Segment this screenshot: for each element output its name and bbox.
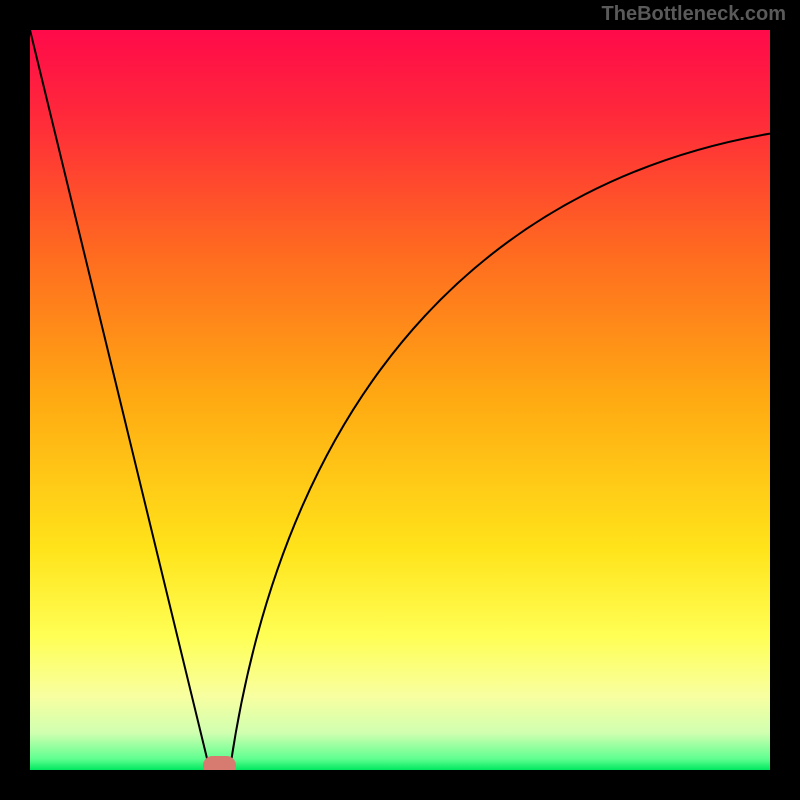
left-curve-segment (30, 30, 210, 770)
curve-svg (30, 30, 770, 770)
right-curve-segment (230, 134, 770, 770)
watermark-text: TheBottleneck.com (602, 3, 786, 26)
chart-container: TheBottleneck.com (0, 0, 800, 800)
min-marker (203, 756, 236, 770)
plot-area (30, 30, 770, 770)
